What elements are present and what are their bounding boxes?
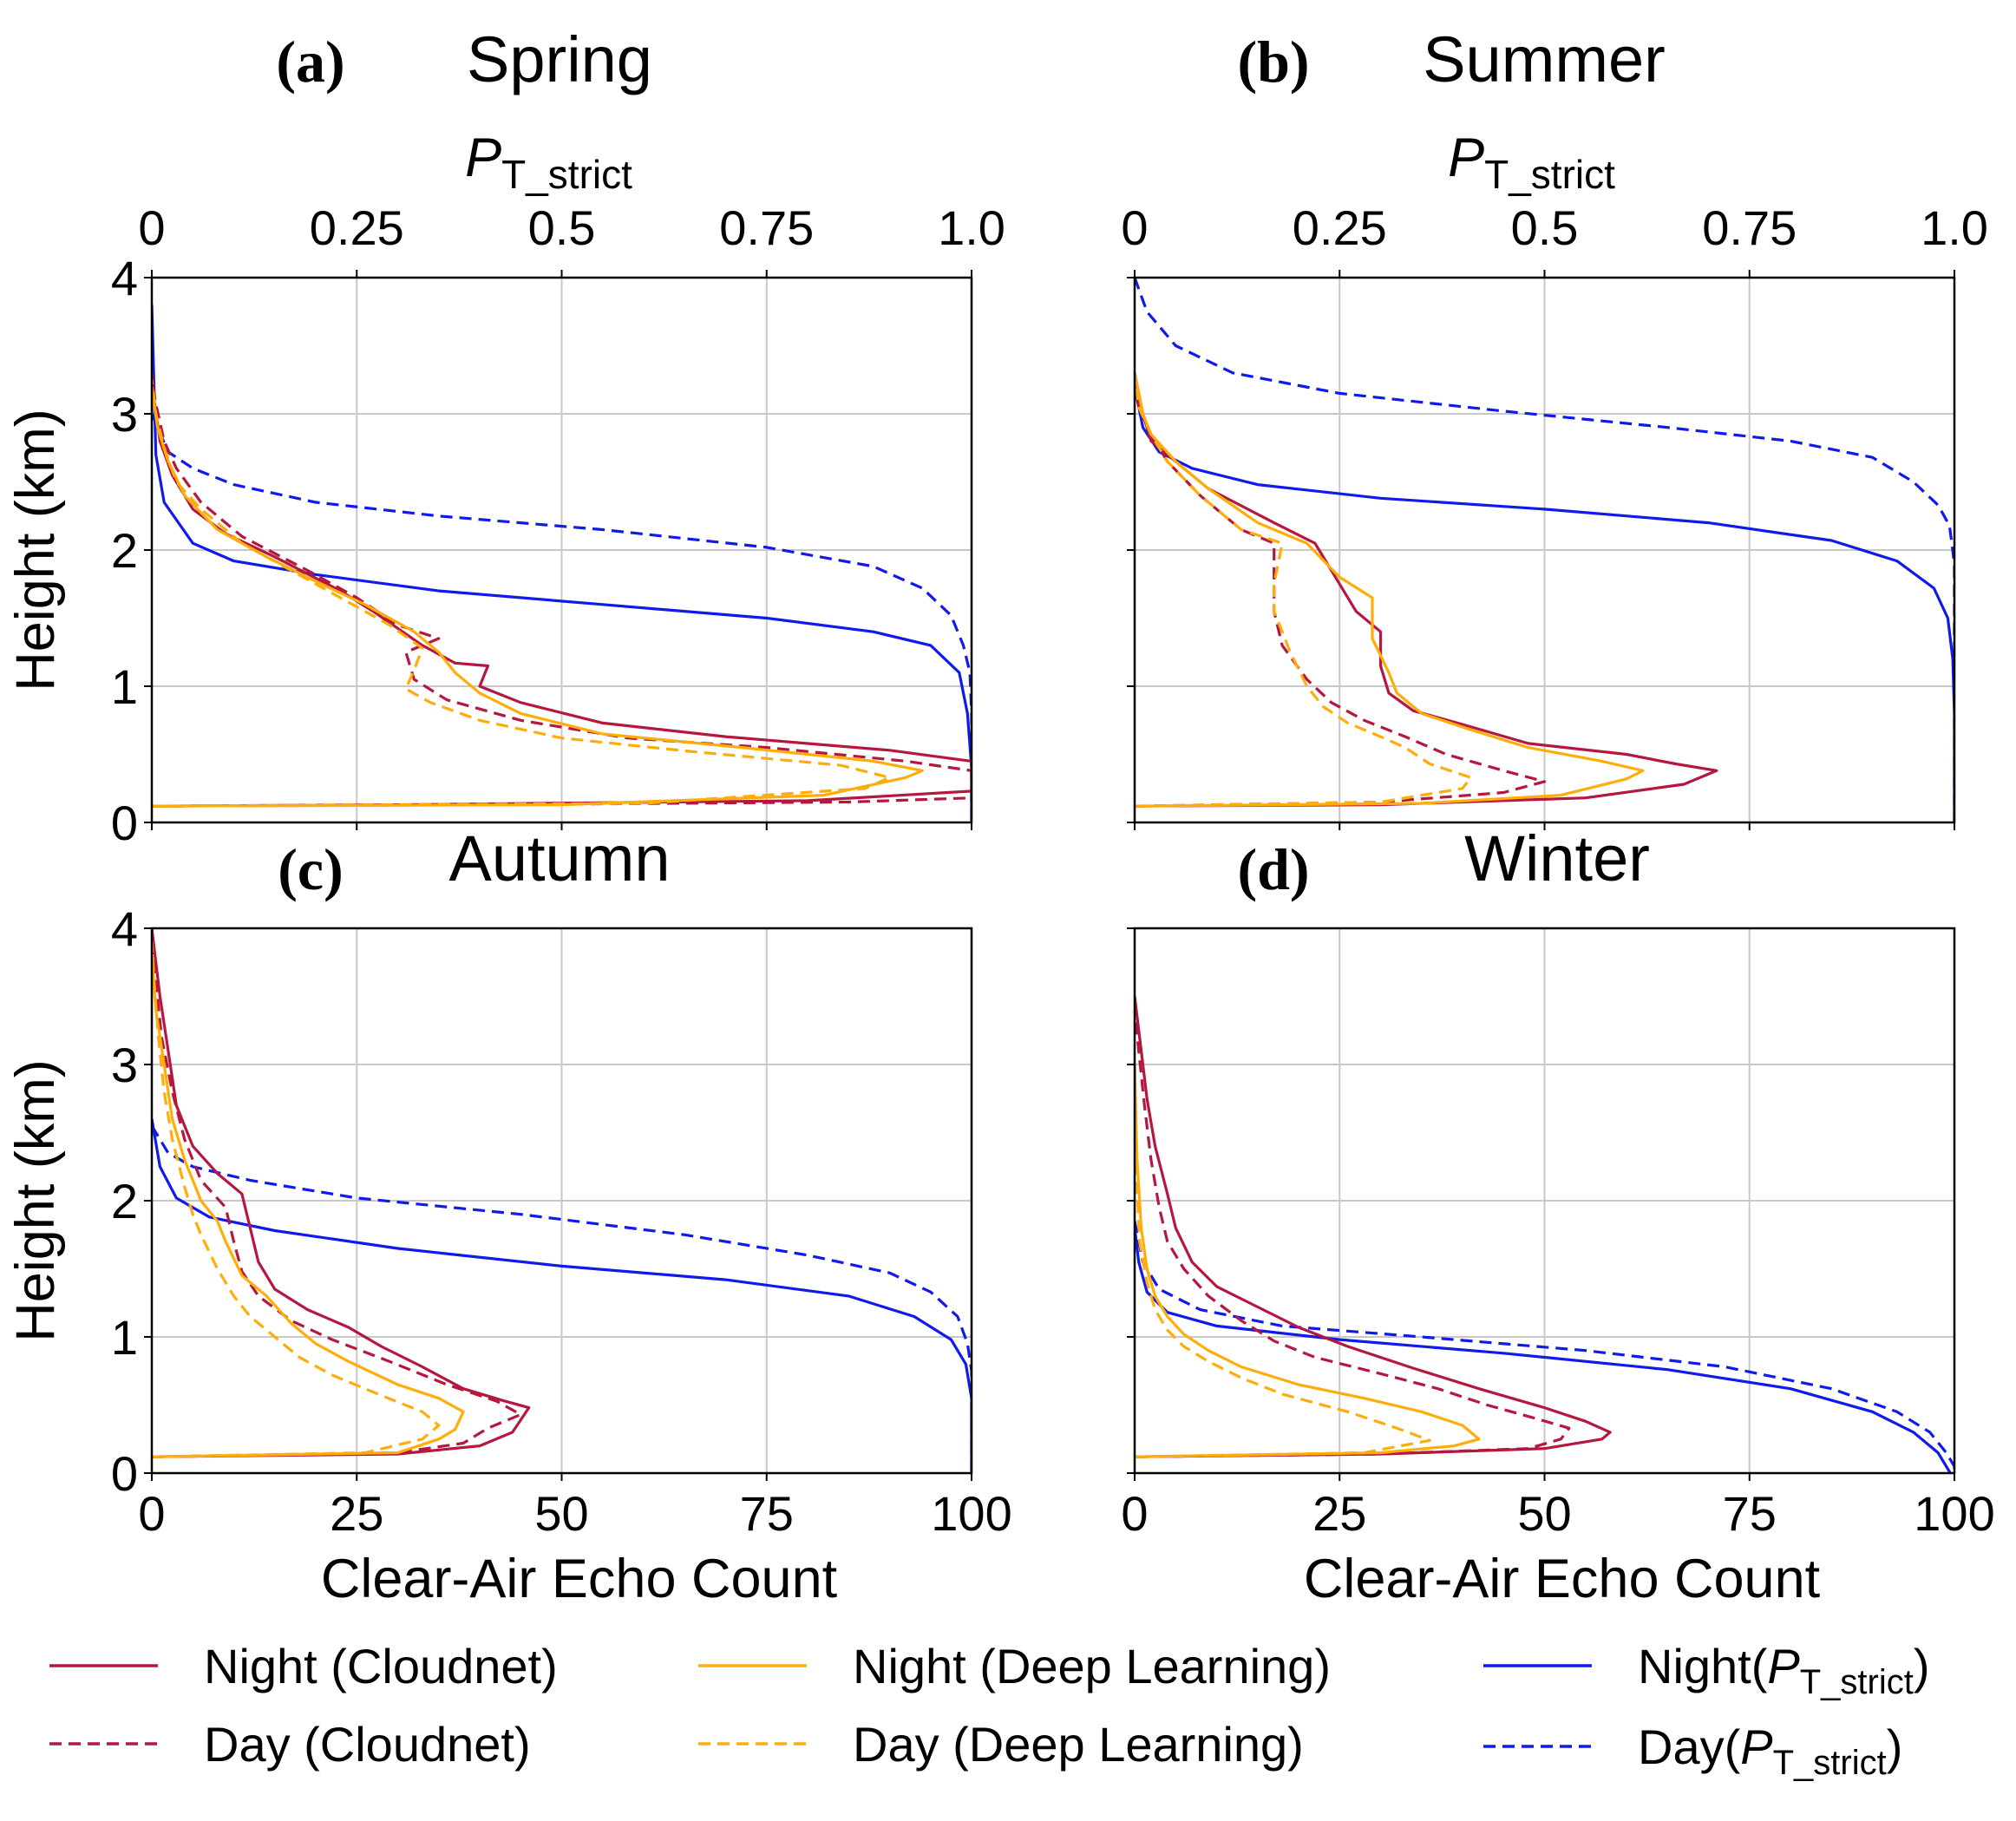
top-x-tick-label: 0.5 [1511,200,1579,255]
legend-item: Day(PT_strict) [1483,1719,1902,1782]
x-tick-label: 50 [1517,1486,1571,1541]
legend-label: Day(PT_strict) [1638,1719,1902,1782]
panel-title: Spring [467,23,652,95]
series-line-day-p-t-strict [1135,277,1955,822]
series-line-day-deep-learning [152,941,441,1458]
series-line-night-cloudnet [1135,372,1718,808]
series-line-day-p-t-strict [1135,1221,1955,1473]
legend-label: Day (Deep Learning) [853,1717,1304,1772]
series-line-day-cloudnet [1135,1010,1571,1458]
x-tick-label: 25 [1312,1486,1366,1541]
x-tick-label: 100 [1914,1486,1994,1541]
panel-letter: (b) [1237,29,1309,95]
panel-letter: (d) [1237,836,1309,902]
x-tick-label: 25 [330,1486,383,1541]
top-x-tick-label: 0.75 [1702,200,1797,255]
top-x-tick-label: 0 [138,200,165,255]
y-tick-label: 4 [111,901,138,956]
top-x-axis-label: PT_strict [1448,128,1615,197]
series-line-day-p-t-strict [152,413,972,822]
series-line-night-cloudnet [152,927,531,1458]
top-x-tick-label: 0 [1121,200,1148,255]
legend-label: Day (Cloudnet) [204,1717,531,1772]
panel-title: Winter [1464,822,1650,894]
series-line-night-deep-learning [152,955,465,1458]
legend: Night (Cloudnet) Day (Cloudnet) Night (Dee… [49,1639,1930,1782]
x-tick-label: 50 [534,1486,588,1541]
y-tick-label: 4 [111,251,138,305]
series-line-day-cloudnet [152,941,522,1458]
panel-title: Summer [1423,23,1666,95]
x-axis-label: Clear-Air Echo Count [321,1549,838,1609]
x-tick-label: 75 [1723,1486,1777,1541]
x-axis-label: Clear-Air Echo Count [1304,1549,1821,1609]
y-axis-label: Height (km) [5,409,66,691]
x-tick-label: 0 [1121,1486,1148,1541]
top-x-tick-label: 1.0 [1921,200,1988,255]
series-line-day-p-t-strict [152,1124,972,1473]
panel-summer: 0 0.25 0.5 0.75 1.0 PT_strict (b) Summer [1121,23,1988,830]
top-x-tick-label: 0.75 [719,200,814,255]
top-x-tick-label: 0.5 [528,200,596,255]
top-x-tick-label: 1.0 [938,200,1005,255]
y-tick-label: 0 [111,1446,138,1501]
series-line-night-deep-learning [152,386,924,808]
panel-autumn: 0 1 2 3 4 0 25 50 75 100 Clear-Air Echo Count Heigh… [5,822,1012,1609]
series-group [152,927,972,1473]
legend-item: Night (Deep Learning) [698,1639,1331,1693]
legend-item: Day (Deep Learning) [698,1717,1304,1772]
panel-title: Autumn [448,822,670,894]
series-group [152,305,972,822]
series-line-day-cloudnet [152,372,972,808]
legend-label: Night (Cloudnet) [204,1639,558,1693]
legend-item: Day (Cloudnet) [49,1717,531,1772]
legend-label: Night (Deep Learning) [853,1639,1331,1693]
series-line-day-deep-learning [1135,1064,1431,1458]
x-tick-label: 0 [138,1486,165,1541]
top-x-tick-label: 0.25 [310,200,404,255]
x-tick-label: 75 [740,1486,794,1541]
series-line-day-deep-learning [152,379,892,808]
top-x-tick-label: 0.25 [1293,200,1387,255]
legend-label: Night(PT_strict) [1638,1639,1930,1701]
x-tick-label: 100 [931,1486,1011,1541]
y-tick-label: 2 [111,523,138,578]
series-group [1135,996,1955,1473]
y-tick-label: 0 [111,796,138,850]
series-line-night-p-t-strict [152,305,972,822]
series-line-night-p-t-strict [1135,1228,1952,1473]
panel-winter: 0 25 50 75 100 Clear-Air Echo Count (d) Winter [1121,822,1994,1609]
y-tick-label: 1 [111,1310,138,1365]
y-tick-label: 2 [111,1174,138,1228]
legend-item: Night (Cloudnet) [49,1639,558,1693]
y-tick-label: 3 [111,1038,138,1092]
series-line-night-deep-learning [1135,1064,1481,1458]
top-x-axis-label: PT_strict [465,128,632,197]
panel-letter: (a) [276,29,344,95]
series-line-day-deep-learning [1135,372,1473,808]
y-axis-label: Height (km) [5,1059,66,1342]
legend-item: Night(PT_strict) [1483,1639,1930,1701]
series-line-night-p-t-strict [152,1118,972,1473]
y-tick-label: 1 [111,659,138,714]
y-tick-label: 3 [111,387,138,442]
panel-letter: (c) [278,836,343,902]
series-group [1135,277,1955,822]
series-line-night-deep-learning [1135,372,1645,808]
series-line-night-cloudnet [1135,996,1612,1458]
